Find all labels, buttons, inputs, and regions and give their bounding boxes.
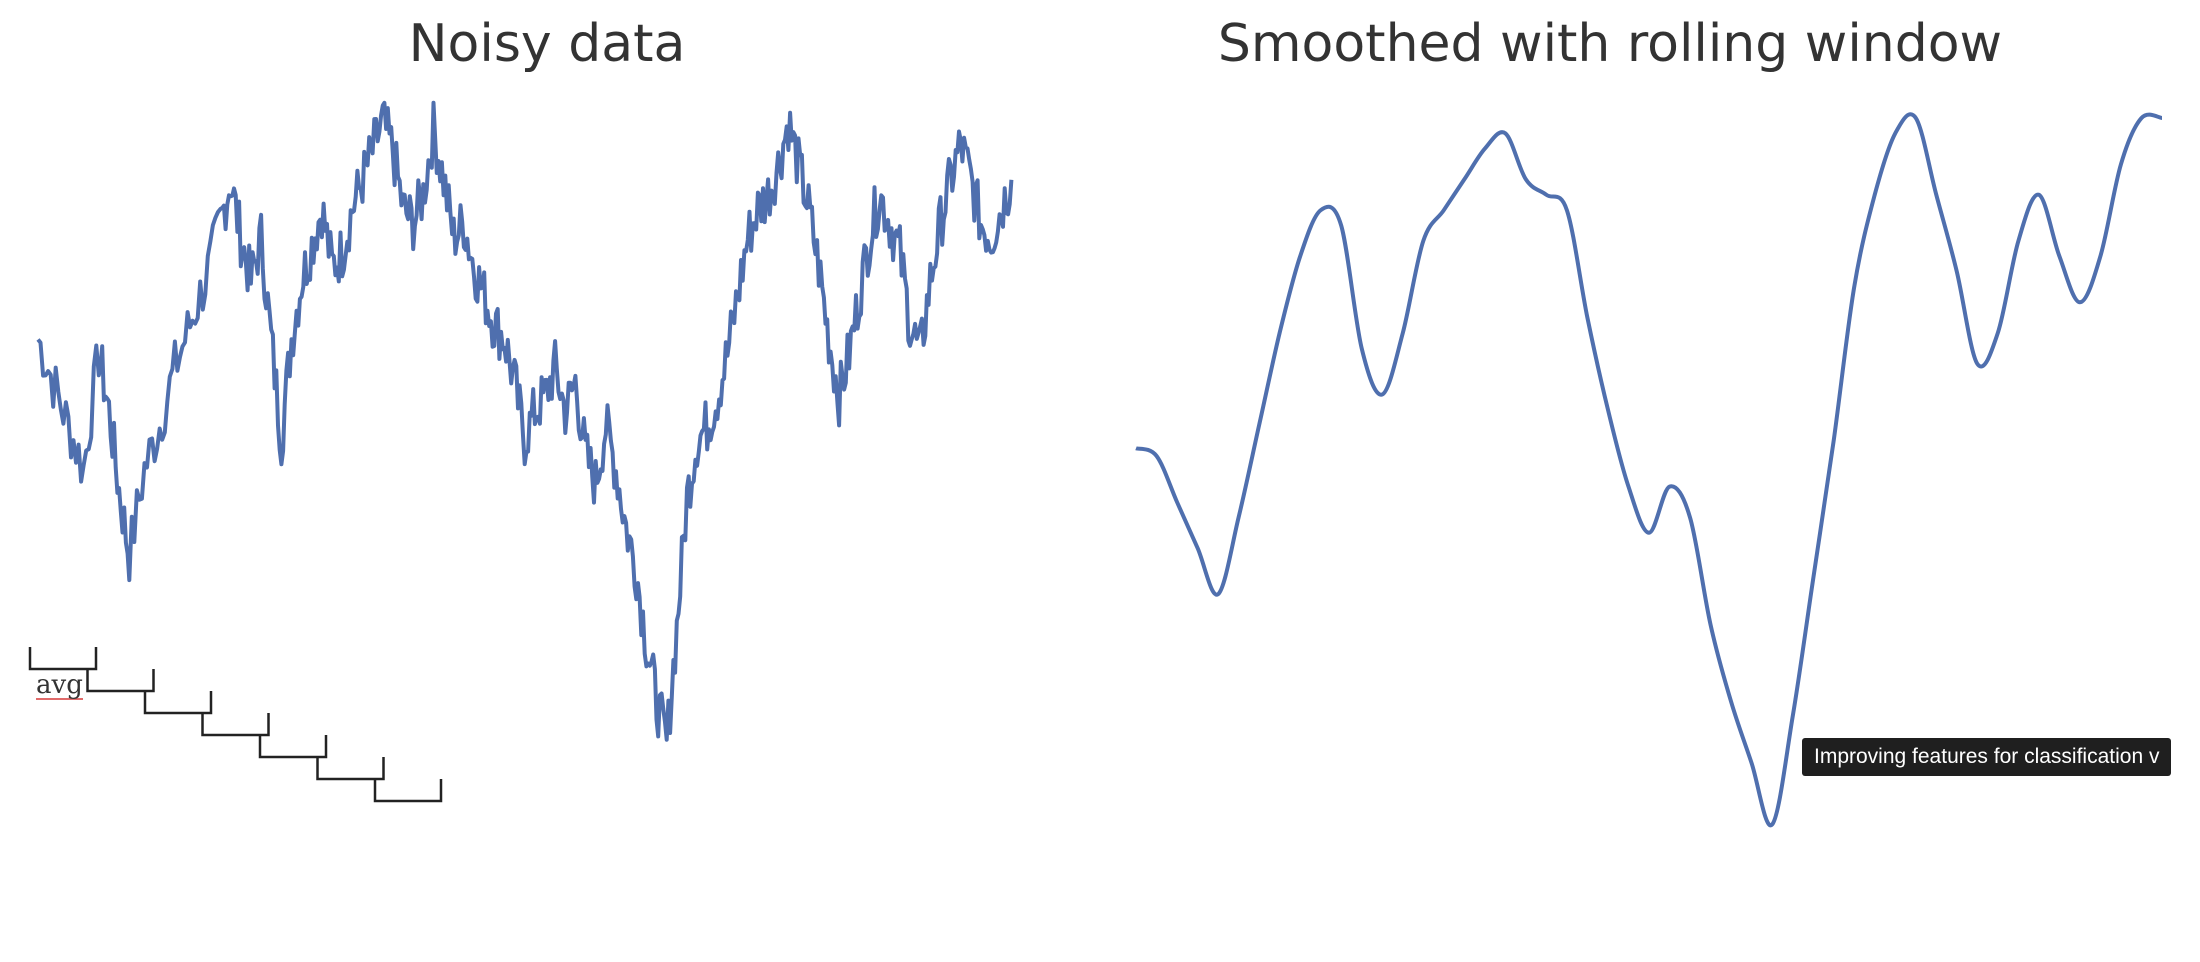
- rolling-window-bracket: [373, 779, 443, 803]
- noisy-chart-title: Noisy data: [408, 14, 686, 74]
- smoothed-chart: [1135, 112, 2163, 828]
- rolling-window-bracket: [316, 757, 385, 781]
- tooltip: Improving features for classification v: [1802, 738, 2172, 776]
- avg-annotation-label: avg: [36, 670, 83, 700]
- rolling-window-bracket: [143, 691, 213, 715]
- rolling-window-bracket: [258, 735, 328, 759]
- noisy-data-panel: Noisy data avg: [28, 14, 1014, 803]
- smoothed-chart-title: Smoothed with rolling window: [1217, 14, 2003, 74]
- noisy-series-line: [36, 100, 1014, 742]
- rolling-window-bracket: [86, 669, 155, 693]
- rolling-window-bracket: [28, 647, 98, 671]
- smoothed-series-line: [1135, 112, 2163, 828]
- noisy-chart: [28, 100, 1014, 803]
- smoothed-data-panel: Smoothed with rolling window: [1100, 0, 2200, 962]
- rolling-window-bracket: [201, 713, 270, 737]
